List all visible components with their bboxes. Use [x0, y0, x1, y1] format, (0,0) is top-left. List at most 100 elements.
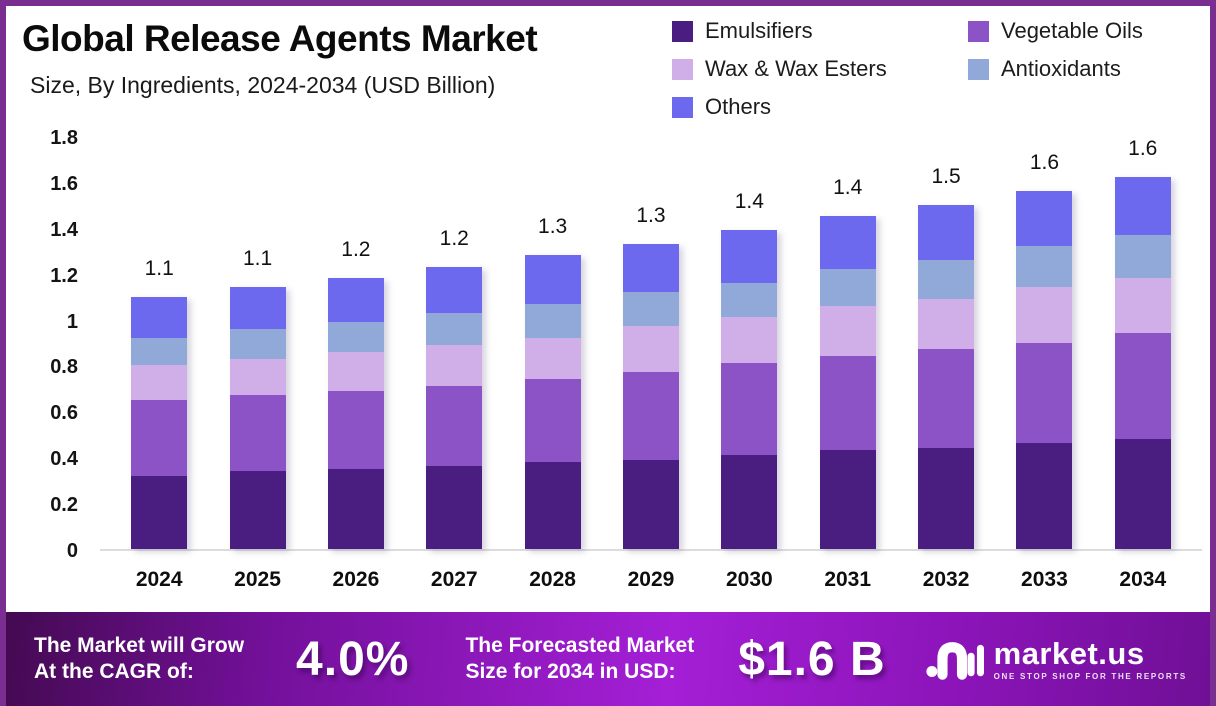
bar-stack-2034 — [1114, 177, 1171, 549]
x-tick-label-2025: 2025 — [234, 568, 281, 591]
y-tick-label: 1.6 — [50, 172, 78, 195]
bar-segment-vegetable-oils — [524, 379, 581, 462]
brand-name: market.us — [993, 635, 1145, 671]
bar-segment-others — [524, 255, 581, 304]
chart-legend: Emulsifiers Vegetable Oils Wax & Wax Ester… — [672, 18, 1200, 120]
legend-swatch-icon — [672, 96, 693, 118]
bar-total-label: 1.1 — [242, 247, 273, 271]
legend-label: Wax & Wax Esters — [705, 56, 887, 81]
y-tick-label: 1.4 — [50, 218, 78, 241]
bar-group-2031: 1.4 — [799, 138, 897, 549]
y-axis: 1.8 1.6 1.4 1.2 1 0.8 0.6 0.4 0.2 0 — [6, 127, 82, 562]
bar-segment-antioxidants — [426, 312, 483, 345]
y-tick-label: 0.2 — [50, 494, 78, 517]
bar-segment-wax-wax-esters — [327, 351, 384, 391]
cagr-label-line1: The Market will Grow — [34, 633, 245, 657]
bar-stack-2030 — [721, 230, 778, 549]
bar-group-2028: 1.3 — [503, 138, 601, 549]
bar-stack-2026 — [327, 278, 384, 549]
market-us-brand: market.us ONE STOP SHOP FOR THE REPORTS — [926, 636, 1187, 682]
bar-segment-wax-wax-esters — [819, 305, 876, 357]
bar-segment-others — [918, 204, 975, 260]
bar-stack-2029 — [622, 243, 679, 549]
x-tick-label-2024: 2024 — [135, 568, 183, 591]
legend-item-wax-wax-esters: Wax & Wax Esters — [672, 56, 968, 82]
bar-segment-others — [327, 278, 384, 322]
bar-stack-2031 — [819, 216, 876, 549]
header: Global Release Agents Market Size, By In… — [6, 6, 1210, 136]
bars-container: 1.1 1.1 1.2 1.2 1.3 1.3 1.4 1.4 1.5 1.6 1.6 — [100, 137, 1202, 549]
bar-segment-emulsifiers — [918, 448, 975, 549]
bar-segment-antioxidants — [1114, 234, 1171, 279]
bar-segment-vegetable-oils — [426, 386, 483, 467]
market-us-logo-icon — [926, 642, 984, 680]
forecast-label: The Forecasted Market Size for 2034 in U… — [465, 633, 694, 686]
bar-group-2034: 1.6 — [1094, 137, 1192, 549]
bar-segment-antioxidants — [131, 337, 188, 366]
y-tick-label: 1.2 — [50, 264, 78, 287]
bar-segment-vegetable-oils — [721, 363, 778, 455]
legend-label: Others — [705, 94, 772, 119]
x-axis: 2024 2025 2026 2027 2028 2029 2030 2031 2032 2033… — [100, 568, 1202, 592]
bar-total-label: 1.3 — [636, 203, 666, 227]
legend-swatch-icon — [968, 58, 989, 80]
bar-segment-emulsifiers — [131, 475, 188, 549]
brand-tagline: ONE STOP SHOP FOR THE REPORTS — [993, 671, 1187, 681]
bar-stack-2027 — [426, 266, 483, 549]
page-subtitle: Size, By Ingredients, 2024-2034 (USD Bil… — [30, 72, 496, 98]
legend-label: Emulsifiers — [705, 18, 813, 43]
bar-stack-2025 — [229, 287, 286, 549]
bar-segment-vegetable-oils — [819, 356, 876, 451]
bar-segment-others — [1114, 177, 1171, 235]
legend-item-emulsifiers: Emulsifiers — [672, 18, 968, 44]
bar-group-2029: 1.3 — [602, 138, 700, 549]
forecast-label-line1: The Forecasted Market — [465, 633, 695, 657]
bar-segment-emulsifiers — [721, 454, 778, 549]
x-tick-label-2027: 2027 — [430, 568, 478, 591]
x-tick-label-2034: 2034 — [1119, 568, 1167, 591]
bar-segment-emulsifiers — [327, 468, 384, 549]
bar-total-label: 1.2 — [439, 226, 469, 250]
bar-segment-vegetable-oils — [229, 395, 286, 471]
bar-total-label: 1.3 — [538, 215, 568, 239]
y-tick-label: 1.8 — [50, 127, 78, 149]
bar-stack-2033 — [1016, 191, 1073, 549]
x-tick-label-2032: 2032 — [922, 568, 970, 591]
y-tick-label: 0 — [66, 540, 78, 562]
bar-group-2025: 1.1 — [208, 138, 306, 549]
bar-segment-vegetable-oils — [918, 349, 975, 449]
cagr-label-line2: At the CAGR of: — [34, 660, 194, 683]
bar-segment-vegetable-oils — [1114, 333, 1171, 439]
bar-segment-emulsifiers — [1114, 438, 1171, 549]
bar-segment-wax-wax-esters — [918, 298, 975, 350]
bar-group-2032: 1.5 — [897, 138, 995, 549]
bar-total-label: 1.1 — [144, 256, 174, 280]
bar-segment-emulsifiers — [1016, 443, 1073, 549]
bar-segment-others — [1016, 191, 1073, 247]
bar-segment-antioxidants — [524, 303, 581, 338]
bar-segment-emulsifiers — [426, 466, 483, 549]
legend-item-others: Others — [672, 94, 968, 120]
bar-segment-wax-wax-esters — [1016, 287, 1073, 343]
footer-banner: The Market will Grow At the CAGR of: 4.0… — [6, 612, 1210, 706]
x-tick-label-2030: 2030 — [725, 568, 773, 591]
legend-swatch-icon — [672, 58, 693, 80]
bar-segment-wax-wax-esters — [229, 358, 286, 396]
bar-segment-others — [721, 230, 778, 283]
bar-segment-wax-wax-esters — [721, 317, 778, 364]
x-tick-label-2026: 2026 — [332, 568, 380, 591]
legend-swatch-icon — [968, 20, 989, 42]
bar-segment-antioxidants — [721, 282, 778, 318]
bar-segment-vegetable-oils — [131, 399, 188, 476]
bar-group-2033: 1.6 — [995, 138, 1093, 549]
x-tick-label-2029: 2029 — [627, 568, 675, 591]
y-tick-label: 0.6 — [50, 402, 78, 425]
bar-group-2030: 1.4 — [700, 138, 798, 549]
forecast-label-line2: Size for 2034 in USD: — [465, 660, 676, 683]
y-tick-label: 0.8 — [50, 356, 78, 379]
cagr-label: The Market will Grow At the CAGR of: — [34, 633, 244, 686]
x-tick-label-2028: 2028 — [529, 568, 576, 591]
stacked-bar-chart: 1.8 1.6 1.4 1.2 1 0.8 0.6 0.4 0.2 0 1.1 1.1 1.2 1.2 1… — [6, 127, 1210, 612]
bar-segment-antioxidants — [622, 292, 679, 327]
bar-segment-wax-wax-esters — [524, 337, 581, 380]
